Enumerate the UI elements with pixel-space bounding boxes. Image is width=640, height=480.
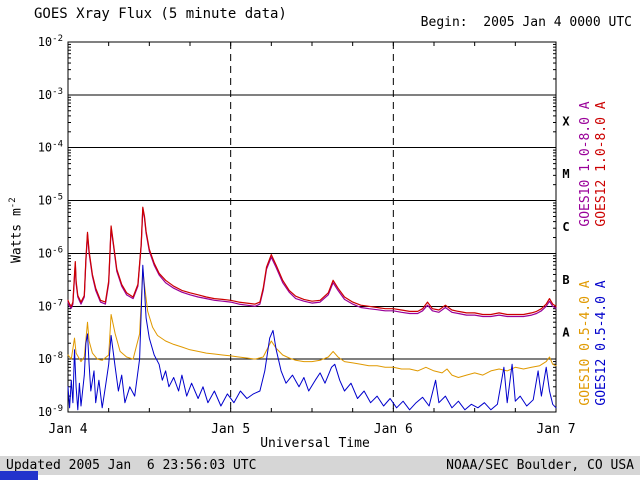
x-tick-label: Jan 7	[536, 422, 575, 437]
y-tick-label: 10-6	[38, 245, 63, 260]
source-credit: NOAA/SEC Boulder, CO USA	[446, 458, 634, 473]
begin-timestamp: Begin: 2005 Jan 4 0000 UTC	[420, 15, 632, 30]
updated-timestamp: Updated 2005 Jan 6 23:56:03 UTC	[6, 458, 257, 473]
flare-class-label: C	[562, 220, 569, 234]
browser-status-fragment	[0, 471, 38, 480]
y-axis-label-exponent: -2	[8, 197, 18, 209]
status-bar: Updated 2005 Jan 6 23:56:03 UTC NOAA/SEC…	[0, 456, 640, 475]
y-tick-label: 10-9	[38, 404, 63, 419]
y-axis-label: Watts m-2	[8, 197, 24, 263]
legend-goes12-short: GOES12 0.5-4.0 A	[594, 280, 609, 405]
x-tick-label: Jan 6	[374, 422, 413, 437]
legend-goes10-short: GOES10 0.5-4.0 A	[578, 280, 593, 405]
y-tick-label: 10-4	[38, 140, 63, 155]
legend-goes12-long: GOES12 1.0-8.0 A	[594, 101, 609, 226]
flare-class-label: A	[562, 326, 570, 340]
chart-title: GOES Xray Flux (5 minute data)	[34, 6, 287, 22]
y-tick-label: 10-3	[38, 87, 63, 102]
y-tick-label: 10-7	[38, 298, 63, 313]
series-goes12-short	[67, 264, 557, 411]
y-tick-label: 10-5	[38, 193, 63, 208]
x-axis-label: Universal Time	[260, 436, 370, 451]
series-goes10-short	[67, 268, 557, 378]
flare-class-label: B	[562, 273, 569, 287]
y-tick-label: 10-8	[38, 351, 63, 366]
plot-frame	[67, 41, 557, 413]
flare-class-label: M	[562, 167, 569, 181]
x-tick-label: Jan 4	[48, 422, 87, 437]
y-axis-label-base: Watts m	[9, 208, 25, 263]
series-goes12-long	[67, 206, 557, 316]
y-tick-label: 10-2	[38, 34, 63, 49]
flare-class-label: X	[562, 114, 570, 128]
x-tick-label: Jan 5	[211, 422, 250, 437]
legend-goes10-long: GOES10 1.0-8.0 A	[578, 101, 593, 226]
